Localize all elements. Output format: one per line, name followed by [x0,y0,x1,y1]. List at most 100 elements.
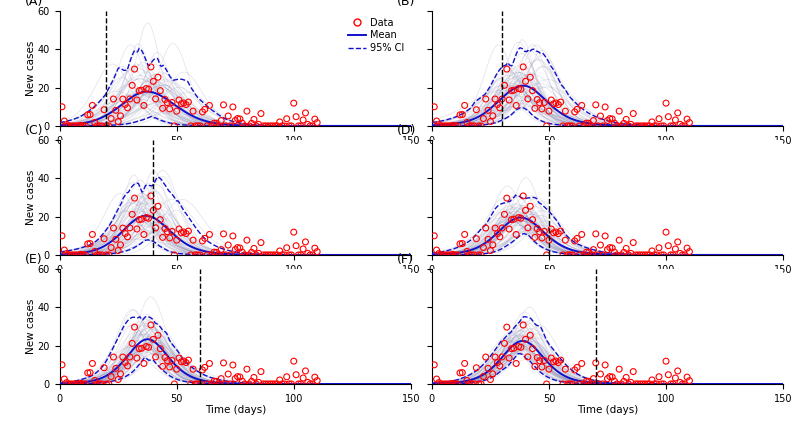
Point [458,360,471,367]
Point [502,97,515,103]
Point [306,123,319,130]
Point [671,109,684,116]
Point [194,381,207,387]
Point [93,123,106,130]
Point [196,366,209,373]
Point [231,373,244,380]
Point [463,381,475,387]
Point [467,381,480,387]
Point [541,123,553,130]
Point [262,381,274,387]
Point [437,251,450,258]
Point [76,381,89,387]
Point [250,381,262,387]
Text: (D): (D) [397,124,416,137]
Point [72,123,85,130]
Point [580,249,593,256]
Point [442,381,455,387]
Point [60,250,73,257]
Point [622,123,635,130]
Point [222,112,235,119]
Point [613,237,626,244]
Point [98,106,111,113]
Point [517,321,529,328]
Point [660,100,673,106]
Point [683,248,696,255]
Point [215,375,227,382]
Point [294,123,307,130]
Point [173,355,185,362]
Point [667,123,680,130]
Point [79,381,91,387]
Point [63,251,76,258]
Point [311,119,324,126]
Point [100,123,113,130]
Point [545,226,557,233]
Point [655,123,668,130]
Point [259,381,272,387]
Point [519,78,532,85]
Point [512,85,525,92]
Point [292,381,304,387]
Point [599,362,611,369]
Point [536,106,549,112]
Point [72,381,85,387]
Point [549,358,562,365]
Text: (A): (A) [25,0,43,9]
Point [157,105,169,112]
Point [292,123,304,130]
Point [494,104,506,111]
Point [594,242,607,248]
Point [662,371,675,378]
Point [105,373,118,380]
Point [650,381,663,387]
Point [519,336,532,343]
Point [622,251,635,258]
Point [276,381,289,387]
Point [460,119,473,126]
Point [297,245,309,252]
Point [165,228,178,235]
Point [660,358,673,365]
Point [58,118,71,124]
Point [559,237,572,244]
Point [81,112,94,118]
Point [538,228,551,235]
Point [285,251,298,258]
Point [112,247,125,254]
Point [163,106,176,112]
Point [444,251,457,258]
Point [252,379,265,386]
Point [103,251,115,258]
Point [536,235,549,242]
Point [100,381,113,387]
Point [631,123,644,130]
Point [589,230,602,237]
Point [676,381,688,387]
Point [128,324,141,331]
Point [72,251,85,258]
Text: (B): (B) [397,0,415,9]
Point [683,119,696,126]
Point [301,121,314,128]
Point [194,251,207,258]
Point [465,251,478,258]
Point [212,123,225,130]
Point [627,368,640,375]
Point [257,251,270,258]
Point [543,108,556,115]
Point [278,123,291,130]
Point [643,123,656,130]
Point [648,251,661,258]
Point [631,251,644,258]
Point [573,251,586,258]
Point [241,366,254,373]
Point [472,251,485,258]
Point [665,123,677,130]
Point [676,123,688,130]
Point [243,381,256,387]
Point [452,381,464,387]
Point [149,95,162,102]
Point [152,203,165,210]
Point [512,214,525,221]
